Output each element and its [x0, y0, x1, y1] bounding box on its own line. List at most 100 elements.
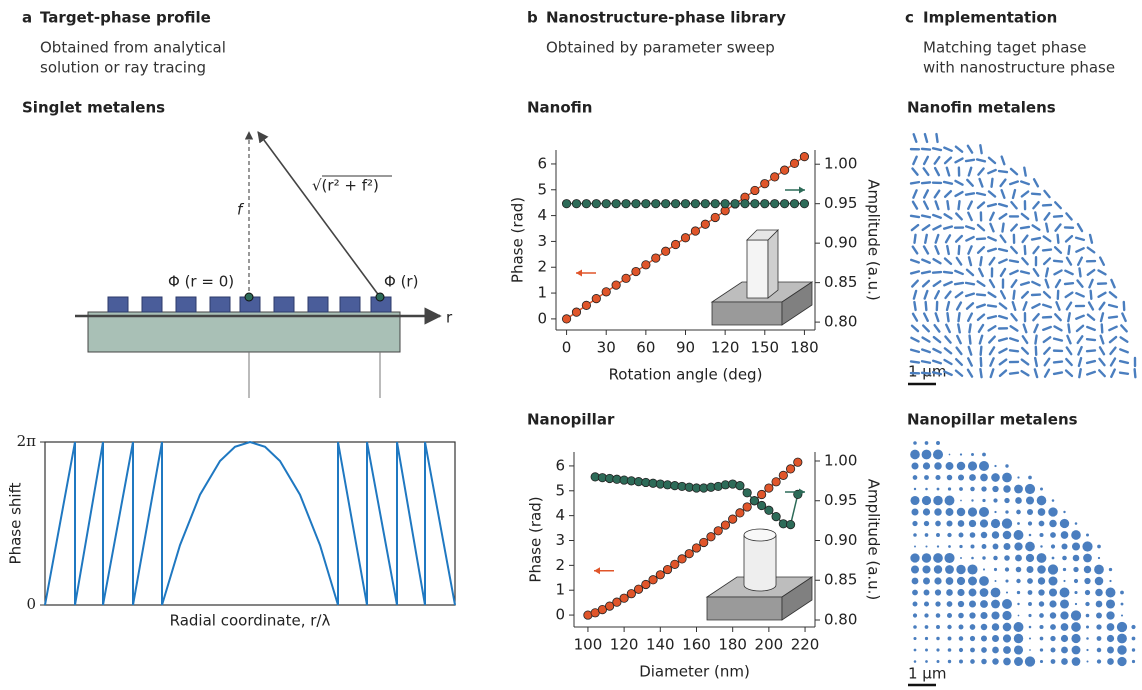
nanopillar	[947, 659, 952, 664]
nanopillar	[1061, 543, 1068, 550]
nanofin	[1056, 233, 1060, 244]
nanofin	[931, 147, 943, 152]
nanofin	[976, 280, 986, 287]
nanofin	[944, 335, 952, 344]
nanopillar	[912, 613, 918, 618]
nanofin	[913, 300, 917, 312]
x-tick-label: 120	[610, 636, 639, 654]
nanofin	[943, 156, 953, 165]
nanopillar	[1025, 496, 1035, 505]
nanopillar	[1061, 646, 1068, 654]
nanopillar	[924, 625, 929, 629]
data-point	[785, 519, 796, 530]
data-point	[749, 496, 759, 506]
nanopillar	[1049, 519, 1057, 528]
data-point	[641, 260, 651, 270]
nanopillar	[1014, 657, 1023, 666]
nanopillar	[924, 636, 929, 641]
nanofin	[954, 157, 964, 164]
data-point	[735, 481, 745, 491]
nanopillar	[992, 658, 999, 665]
nanofin	[910, 223, 920, 232]
nanopillar	[946, 601, 953, 607]
nanofin	[978, 334, 984, 345]
nanofin	[954, 145, 964, 153]
data-point	[789, 199, 800, 209]
nanofin	[1067, 244, 1071, 256]
axis-label: r	[446, 309, 453, 327]
nanofin	[924, 233, 928, 244]
nanopillar	[1024, 483, 1036, 495]
nanopillar	[1004, 497, 1010, 504]
nanofin	[954, 291, 964, 299]
nanopillar	[969, 635, 976, 642]
nanofin	[911, 245, 919, 255]
nanopillar	[1060, 611, 1069, 620]
phase-label: Φ (r)	[384, 273, 418, 291]
nanofin	[998, 302, 1008, 310]
data-point	[651, 199, 661, 209]
nanopillar	[991, 611, 1000, 620]
nanopillar	[946, 520, 953, 527]
nanopillar	[933, 553, 943, 563]
nanopillar	[981, 486, 987, 492]
data-point	[720, 520, 731, 530]
nanofin	[999, 234, 1007, 244]
nanopillar	[1107, 646, 1114, 654]
nanofin	[1119, 348, 1129, 354]
nanofin	[1065, 346, 1073, 356]
nanopillar	[1039, 648, 1044, 652]
nanopillar	[1027, 578, 1033, 584]
nanopillar	[968, 519, 977, 528]
data-point	[760, 199, 770, 209]
nanofin	[1119, 336, 1129, 343]
nanopillar	[1074, 602, 1078, 606]
x-tick-label: 220	[791, 636, 820, 654]
nanopillar	[1061, 658, 1068, 665]
nanopillar	[1131, 624, 1136, 630]
nanopillar	[925, 648, 928, 652]
nanofin	[975, 293, 987, 297]
nanofin	[924, 300, 928, 312]
nanopillar	[993, 567, 998, 572]
nanofin	[986, 304, 998, 308]
nanofin	[1086, 268, 1096, 276]
nanopillar	[1063, 579, 1066, 583]
data-point	[633, 584, 644, 594]
y2-axis-label: Amplitude (a.u.)	[865, 179, 883, 301]
nanopillar	[993, 498, 998, 503]
panel-title: Target-phase profile	[40, 9, 211, 27]
nanopillar	[1116, 621, 1128, 633]
data-point	[771, 477, 781, 487]
nanopillar	[913, 660, 917, 663]
nanopillar	[968, 576, 977, 586]
nanopillar	[947, 648, 952, 652]
nanofin	[967, 200, 973, 210]
nanopillar	[1040, 545, 1043, 548]
nanopillar	[1105, 587, 1116, 598]
nanopillar	[1071, 657, 1081, 666]
nanopillar	[1028, 637, 1032, 640]
nanofin	[1076, 335, 1084, 345]
nanopillar	[958, 612, 964, 619]
nanopillar	[1047, 564, 1059, 575]
nanofin	[997, 314, 1009, 320]
nanopillar	[979, 588, 989, 597]
nanopillar-array	[910, 441, 1136, 667]
nanopillar	[969, 612, 976, 619]
data-point	[612, 597, 622, 607]
nanopillar	[925, 487, 928, 491]
nanofin	[1020, 346, 1030, 355]
nanopillar	[1085, 613, 1090, 618]
nanopillar	[994, 464, 997, 468]
nanopillar	[1015, 497, 1022, 504]
nanofin	[912, 155, 918, 166]
nanopillar	[982, 452, 986, 457]
nanopillar	[1062, 555, 1067, 561]
data-point	[662, 564, 673, 575]
nanofin	[976, 246, 986, 254]
nanopillar	[1120, 602, 1124, 606]
y-tick-label: 3	[555, 531, 565, 549]
section-heading: Nanopillar metalens	[907, 411, 1078, 429]
